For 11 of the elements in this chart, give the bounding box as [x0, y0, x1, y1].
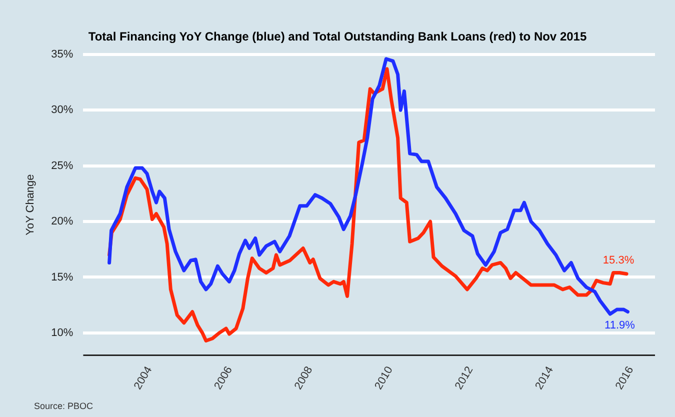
annotation: 11.9% [604, 319, 636, 332]
y-tick-label: 20% [51, 216, 74, 228]
chart-title: Total Financing YoY Change (blue) and Total Outstanding Bank Loans (red) to Nov 2015 [88, 30, 587, 44]
y-tick-label: 35% [51, 48, 74, 60]
y-axis-title: YoY Change [24, 174, 37, 236]
y-tick-label: 10% [51, 326, 74, 339]
y-tick-label: 30% [51, 104, 74, 116]
source-note: Source: PBOC [34, 400, 94, 411]
annotation: 15.3% [602, 254, 634, 266]
y-tick-label: 25% [51, 160, 74, 172]
y-tick-label: 15% [51, 271, 74, 284]
